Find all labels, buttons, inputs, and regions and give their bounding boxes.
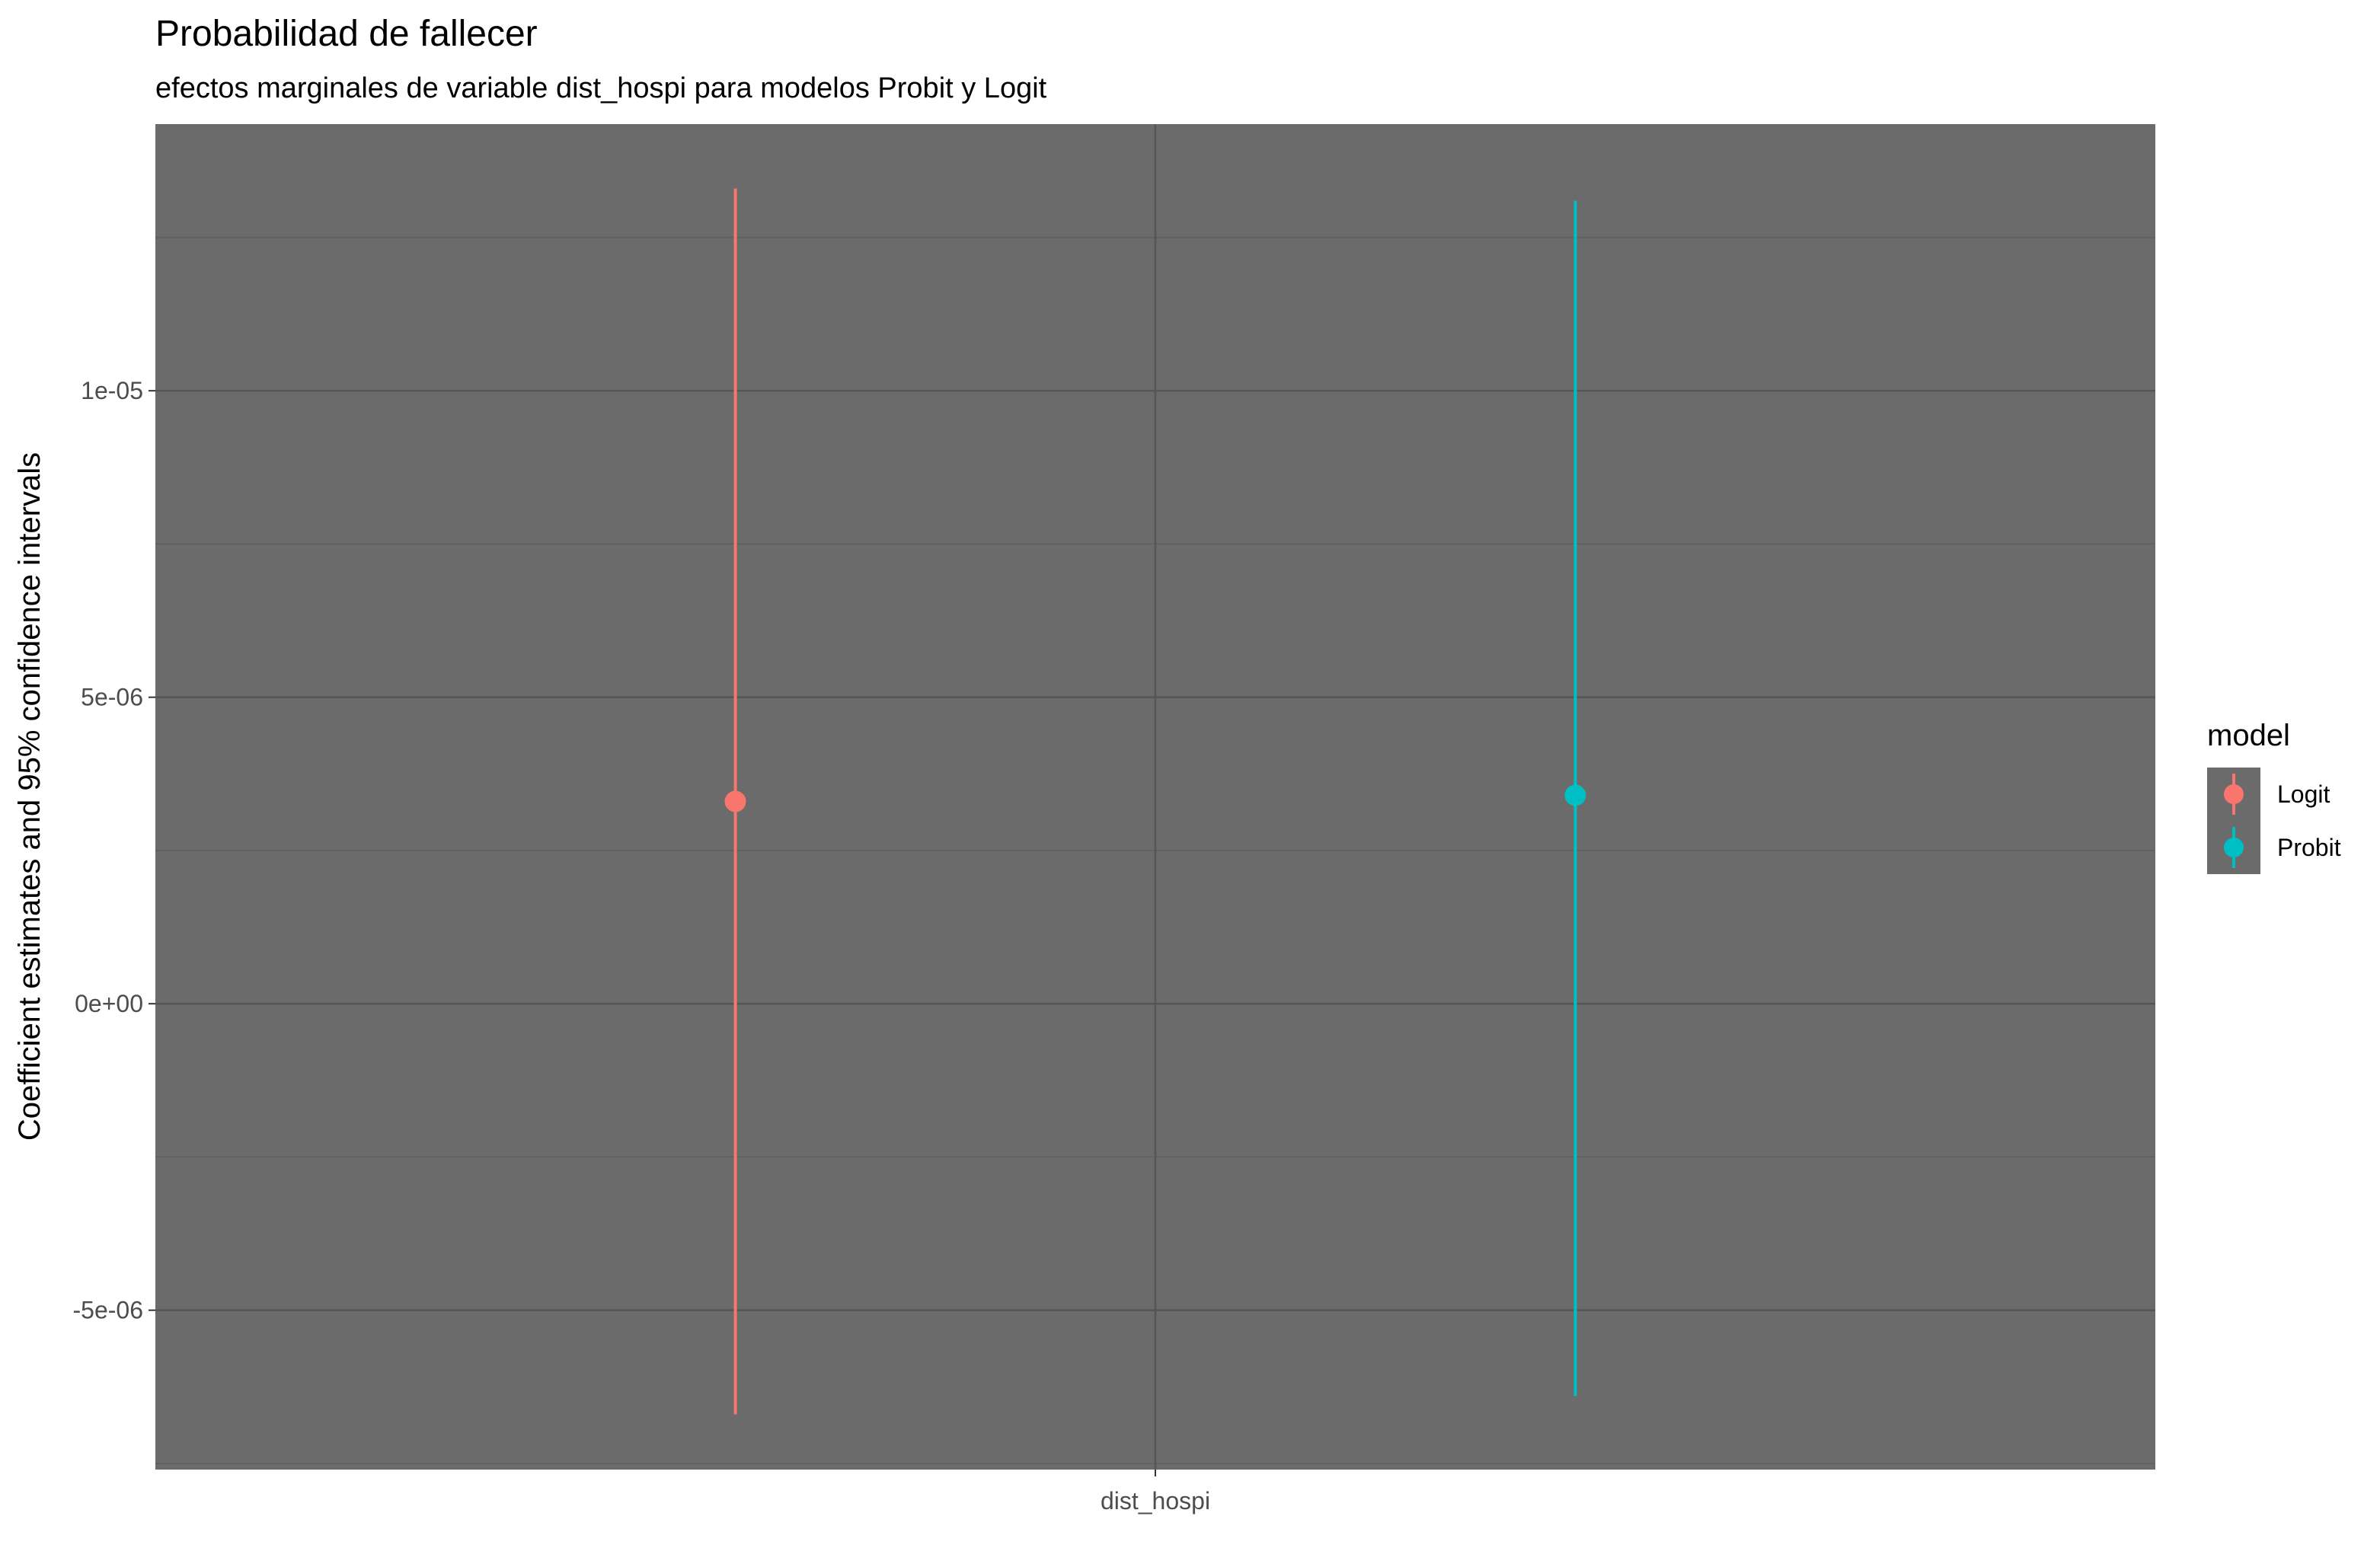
grid [155,124,2155,1470]
legend-key-point [2224,784,2244,804]
legend-title: model [2207,719,2290,752]
legend: model Logit Probit [2207,719,2341,874]
y-tick-label: 5e-06 [81,684,143,711]
chart-subtitle: efectos marginales de variable dist_hosp… [155,72,1047,104]
x-tick-label: dist_hospi [1101,1487,1210,1515]
y-tick-label: 0e+00 [75,990,143,1017]
y-axis: -5e-06 0e+00 5e-06 1e-05 [73,377,155,1324]
chart-marks [724,188,1586,1415]
legend-label-logit: Logit [2277,780,2330,808]
estimate-point-probit [1564,784,1586,806]
legend-key-point [2224,838,2244,857]
y-tick-label: 1e-05 [81,377,143,404]
legend-label-probit: Probit [2277,834,2341,861]
y-axis-title: Coefficient estimates and 95% confidence… [13,452,46,1141]
y-tick-label: -5e-06 [73,1297,144,1324]
chart-title: Probabilidad de fallecer [155,14,538,54]
x-axis: dist_hospi [1101,1470,1210,1515]
estimate-point-logit [724,790,746,812]
